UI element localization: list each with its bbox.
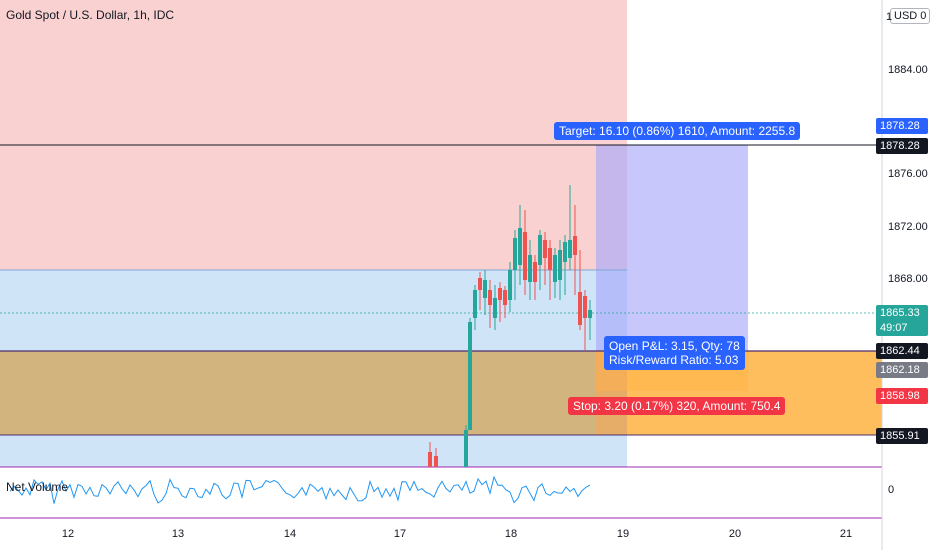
net-volume-line — [9, 475, 591, 504]
date-label: 14 — [283, 528, 297, 540]
candle-body — [483, 280, 487, 298]
price-tag-target-order: 1878.28 — [876, 118, 928, 134]
candle-body — [533, 262, 537, 282]
volume-axis-zero: 0 — [888, 484, 895, 496]
candles — [428, 185, 592, 467]
candle-body — [493, 298, 497, 318]
price-tick-top: 1 — [886, 11, 893, 23]
candle-body — [563, 242, 567, 262]
candle-body — [583, 296, 587, 318]
price-tick: 1868.00 — [888, 273, 928, 285]
chart-title: Gold Spot / U.S. Dollar, 1h, IDC — [6, 8, 175, 22]
candle-body — [513, 238, 517, 270]
candle-body — [558, 250, 562, 280]
price-tick: 1872.00 — [888, 221, 928, 233]
pnl-label[interactable]: Open P&L: 3.15, Qty: 78 Risk/Reward Rati… — [604, 336, 745, 370]
stop-label[interactable]: Stop: 3.20 (0.17%) 320, Amount: 750.4 — [568, 397, 786, 415]
candle-body — [523, 232, 527, 280]
price-tick: 1884.00 — [888, 64, 928, 76]
candle-body — [508, 270, 512, 300]
date-label: 17 — [393, 528, 407, 540]
candle-body — [434, 456, 438, 467]
target-label[interactable]: Target: 16.10 (0.86%) 1610, Amount: 2255… — [554, 122, 801, 140]
candle-body — [528, 255, 532, 282]
date-label: 19 — [616, 528, 630, 540]
candle-body — [548, 248, 552, 270]
candle-body — [573, 236, 577, 255]
date-label: 13 — [171, 528, 185, 540]
net-volume-label: Net Volume — [6, 480, 69, 494]
pink-zone — [0, 0, 627, 270]
candle-body — [478, 278, 482, 290]
date-label: 21 — [839, 528, 853, 540]
price-tag-entry: 1862.44 — [876, 343, 928, 359]
candle-body — [468, 322, 472, 430]
candle-body — [543, 240, 547, 258]
price-tick: 1876.00 — [888, 168, 928, 180]
date-label: 20 — [728, 528, 742, 540]
candle-body — [578, 292, 582, 325]
price-tag-target: 1878.28 — [876, 138, 928, 154]
candle-body — [568, 240, 572, 258]
candle-body — [498, 288, 502, 300]
currency-button[interactable]: USD 0 — [890, 8, 931, 24]
countdown-tag: 49:07 — [876, 320, 928, 336]
price-tag-current: 1865.33 — [876, 305, 928, 321]
date-label: 18 — [504, 528, 518, 540]
pnl-line2: Risk/Reward Ratio: 5.03 — [609, 353, 739, 367]
target-zone[interactable] — [596, 145, 748, 351]
pnl-line1: Open P&L: 3.15, Qty: 78 — [609, 339, 740, 353]
price-tag-mid: 1862.18 — [876, 362, 928, 378]
candle-body — [553, 255, 557, 282]
candle-body — [464, 430, 468, 467]
candle-body — [518, 228, 522, 265]
candle-body — [503, 290, 507, 305]
candle-body — [538, 235, 542, 265]
candle-body — [428, 452, 432, 467]
tan-zone — [0, 351, 627, 435]
candle-body — [588, 310, 592, 318]
candle-body — [488, 290, 492, 305]
candle-body — [473, 290, 477, 318]
price-tag-stop: 1855.91 — [876, 428, 928, 444]
price-tag-stop-order: 1858.98 — [876, 388, 928, 404]
date-label: 12 — [61, 528, 75, 540]
currency-label: USD — [894, 10, 918, 22]
currency-suffix: 0 — [920, 10, 927, 22]
